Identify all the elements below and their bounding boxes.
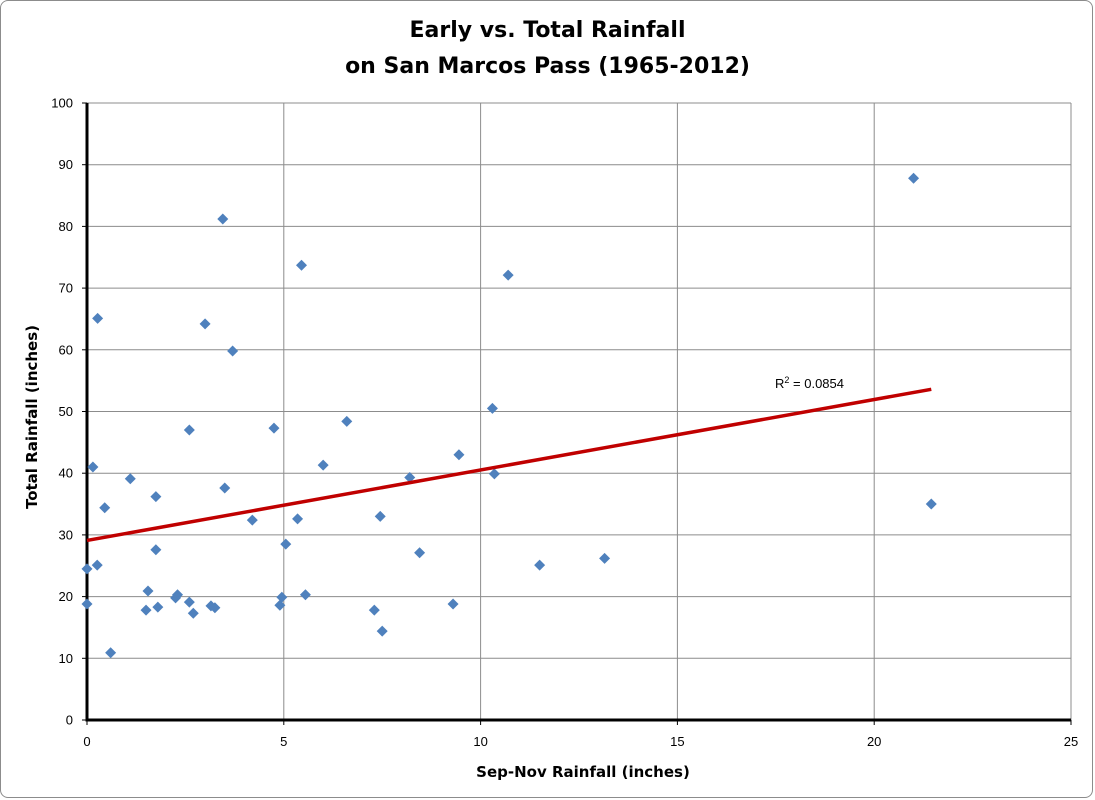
data-point: [276, 591, 288, 603]
y-tick-label: 40: [59, 466, 73, 481]
y-axis-title: Total Rainfall (inches): [23, 324, 41, 510]
data-point: [105, 647, 117, 659]
data-point: [81, 598, 93, 610]
data-point: [925, 498, 937, 510]
data-point: [140, 604, 152, 616]
data-point: [150, 491, 162, 503]
y-tick-label: 100: [51, 96, 73, 111]
y-tick-label: 70: [59, 281, 73, 296]
data-point: [81, 563, 93, 575]
data-point: [534, 559, 546, 571]
r-squared-value: = 0.0854: [789, 376, 844, 391]
data-point: [447, 598, 459, 610]
x-tick-label: 0: [83, 734, 90, 749]
data-point: [209, 602, 221, 614]
data-point: [502, 269, 514, 281]
data-point: [341, 415, 353, 427]
data-point: [92, 312, 104, 324]
data-point: [317, 459, 329, 471]
y-tick-label: 0: [66, 713, 73, 728]
data-point: [404, 472, 416, 484]
data-point: [183, 424, 195, 436]
r-squared-label: R2 = 0.0854: [775, 375, 844, 391]
data-point: [183, 596, 195, 608]
data-point: [227, 345, 239, 357]
data-point: [87, 461, 99, 473]
data-point: [246, 514, 258, 526]
x-tick-label: 25: [1064, 734, 1078, 749]
data-point: [219, 482, 231, 494]
data-point: [152, 601, 164, 613]
data-point: [217, 213, 229, 225]
data-point: [296, 259, 308, 271]
data-point: [292, 513, 304, 525]
data-point: [599, 552, 611, 564]
data-point: [488, 468, 500, 480]
axes: [82, 102, 1072, 725]
x-tick-label: 10: [473, 734, 487, 749]
data-point: [274, 599, 286, 611]
data-point: [268, 422, 280, 434]
data-point: [280, 538, 292, 550]
data-point: [99, 502, 111, 514]
chart-title-line-1: Early vs. Total Rainfall: [409, 18, 686, 43]
y-tick-label: 30: [59, 527, 73, 542]
r-squared-superscript: 2: [784, 375, 789, 385]
gridlines: [87, 102, 1072, 720]
data-point: [368, 604, 380, 616]
x-tick-label: 5: [280, 734, 287, 749]
y-tick-label: 50: [59, 404, 73, 419]
data-point: [187, 607, 199, 619]
r-squared-prefix: R: [775, 376, 784, 391]
data-point: [376, 625, 388, 637]
data-point: [150, 544, 162, 556]
data-point: [199, 318, 211, 330]
data-point: [453, 449, 465, 461]
y-tick-label: 10: [59, 651, 73, 666]
y-tick-label: 80: [59, 219, 73, 234]
data-point: [299, 589, 311, 601]
data-point: [124, 473, 136, 485]
data-point: [172, 589, 184, 601]
y-tick-label: 90: [59, 157, 73, 172]
x-tick-label: 15: [670, 734, 684, 749]
data-point: [486, 402, 498, 414]
x-tick-label: 20: [867, 734, 881, 749]
data-points: [81, 172, 937, 659]
chart-title-line-2: on San Marcos Pass (1965-2012): [345, 54, 750, 79]
y-tick-label: 60: [59, 342, 73, 357]
data-point: [142, 585, 154, 597]
data-point: [908, 172, 920, 184]
data-point: [414, 547, 426, 559]
trendline-group: [86, 387, 932, 543]
tick-labels: 0 10 20 30 40 50 60 70 80 90 100 0 5 10 15 20 25: [51, 96, 1078, 750]
data-point: [91, 559, 103, 571]
y-tick-label: 20: [59, 589, 73, 604]
trendline: [86, 387, 932, 543]
data-point: [374, 510, 386, 522]
x-axis-title: Sep-Nov Rainfall (inches): [476, 763, 690, 781]
